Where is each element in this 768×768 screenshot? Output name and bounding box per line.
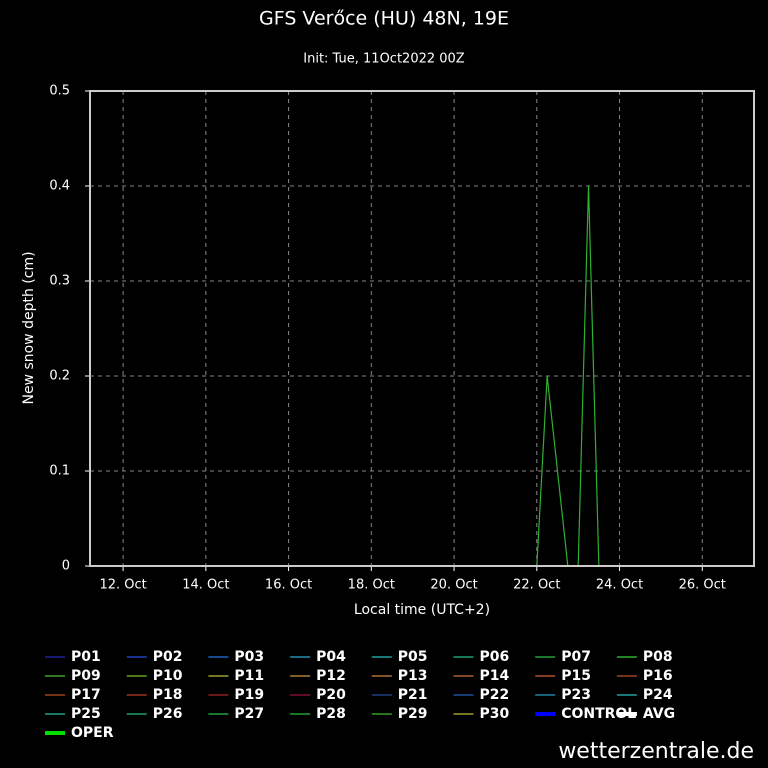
legend-label: P13 [398, 668, 428, 684]
legend-label: P17 [71, 687, 101, 703]
y-tick-label: 0.1 [49, 464, 70, 479]
legend-label: P29 [398, 706, 428, 722]
legend-label: P22 [480, 687, 510, 703]
legend-label: P04 [316, 649, 346, 665]
legend-label: P07 [561, 649, 591, 665]
legend-label: P23 [561, 687, 591, 703]
legend-label: P25 [71, 706, 101, 722]
legend-label: P15 [561, 668, 591, 684]
x-tick-label: 18. Oct [348, 578, 395, 593]
legend-label: P14 [480, 668, 510, 684]
legend-label: P18 [153, 687, 183, 703]
x-tick-label: 24. Oct [596, 578, 643, 593]
legend-label: P12 [316, 668, 346, 684]
legend-label: P24 [643, 687, 673, 703]
legend-label: P30 [480, 706, 510, 722]
legend-label: P10 [153, 668, 183, 684]
legend-label: P09 [71, 668, 101, 684]
legend-label: P20 [316, 687, 346, 703]
legend-label: P19 [234, 687, 264, 703]
y-tick-label: 0.3 [49, 274, 70, 289]
x-tick-label: 26. Oct [679, 578, 726, 593]
y-tick-label: 0.2 [49, 369, 70, 384]
y-axis-label: New snow depth (cm) [21, 251, 37, 404]
chart-subtitle: Init: Tue, 11Oct2022 00Z [303, 52, 465, 67]
legend-label: P16 [643, 668, 673, 684]
legend-label: P11 [234, 668, 264, 684]
legend-label: CONTROL [561, 706, 636, 722]
legend-label: OPER [71, 725, 114, 741]
legend-label: P05 [398, 649, 428, 665]
legend-label: P26 [153, 706, 183, 722]
x-tick-label: 20. Oct [430, 578, 477, 593]
legend-label: P27 [234, 706, 264, 722]
legend-label: P01 [71, 649, 101, 665]
x-tick-label: 22. Oct [513, 578, 560, 593]
x-tick-label: 16. Oct [265, 578, 312, 593]
y-tick-label: 0 [62, 559, 70, 574]
legend-label: P08 [643, 649, 673, 665]
legend-label: P03 [234, 649, 264, 665]
plot-frame [89, 90, 755, 567]
x-tick-label: 14. Oct [182, 578, 229, 593]
legend-label: AVG [643, 706, 675, 722]
footer: wetterzentrale.de [558, 739, 754, 764]
legend-label: P02 [153, 649, 183, 665]
y-tick-label: 0.4 [49, 179, 70, 194]
legend-label: P06 [480, 649, 510, 665]
legend-label: P21 [398, 687, 428, 703]
x-axis-label: Local time (UTC+2) [354, 602, 490, 618]
x-tick-label: 12. Oct [99, 578, 146, 593]
y-tick-label: 0.5 [49, 84, 70, 99]
legend-label: P28 [316, 706, 346, 722]
chart-title: GFS Verőce (HU) 48N, 19E [259, 8, 509, 30]
